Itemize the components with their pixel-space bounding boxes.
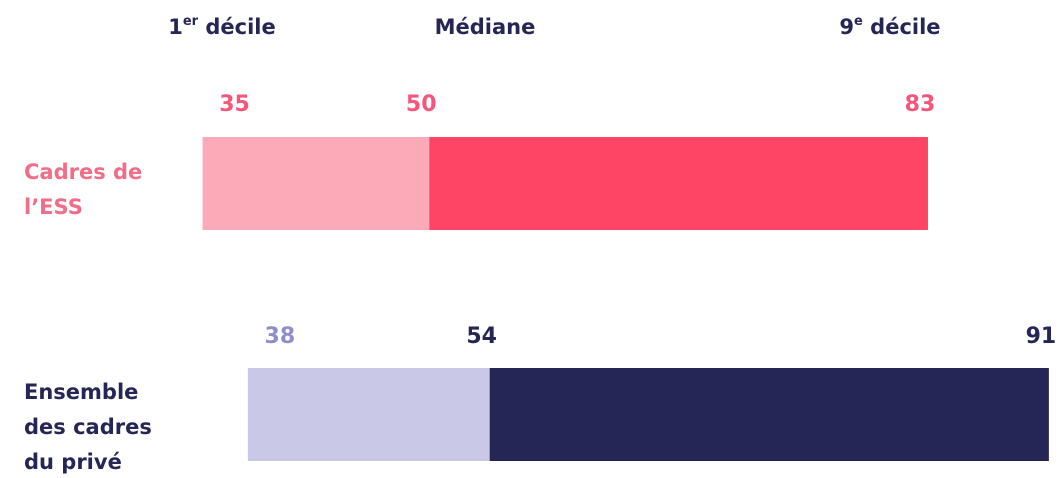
bar-high bbox=[429, 137, 928, 230]
value-label: 83 bbox=[905, 92, 936, 117]
value-label: 54 bbox=[466, 324, 497, 349]
column-header: 1er décile bbox=[168, 14, 276, 40]
header-text: décile bbox=[863, 15, 941, 39]
column-header: Médiane bbox=[435, 15, 536, 39]
bar-low bbox=[247, 368, 490, 461]
header-text: 1 bbox=[168, 15, 183, 39]
header-text: Médiane bbox=[435, 15, 536, 39]
bar-high bbox=[489, 368, 1049, 461]
category-label: Ensemble bbox=[24, 380, 138, 404]
header-sup: e bbox=[854, 14, 863, 29]
category-label: des cadres bbox=[24, 415, 152, 439]
category-label: Cadres de bbox=[24, 160, 142, 184]
category-label: l’ESS bbox=[24, 195, 83, 219]
header-text: 9 bbox=[839, 15, 854, 39]
bar-low bbox=[202, 137, 430, 230]
category-label: du privé bbox=[24, 450, 122, 474]
value-label: 38 bbox=[265, 324, 296, 349]
value-label: 91 bbox=[1026, 324, 1057, 349]
header-sup: er bbox=[183, 14, 199, 29]
value-label: 50 bbox=[406, 92, 437, 117]
header-text: décile bbox=[198, 15, 276, 39]
column-header: 9e décile bbox=[839, 14, 940, 40]
value-label: 35 bbox=[219, 92, 250, 117]
